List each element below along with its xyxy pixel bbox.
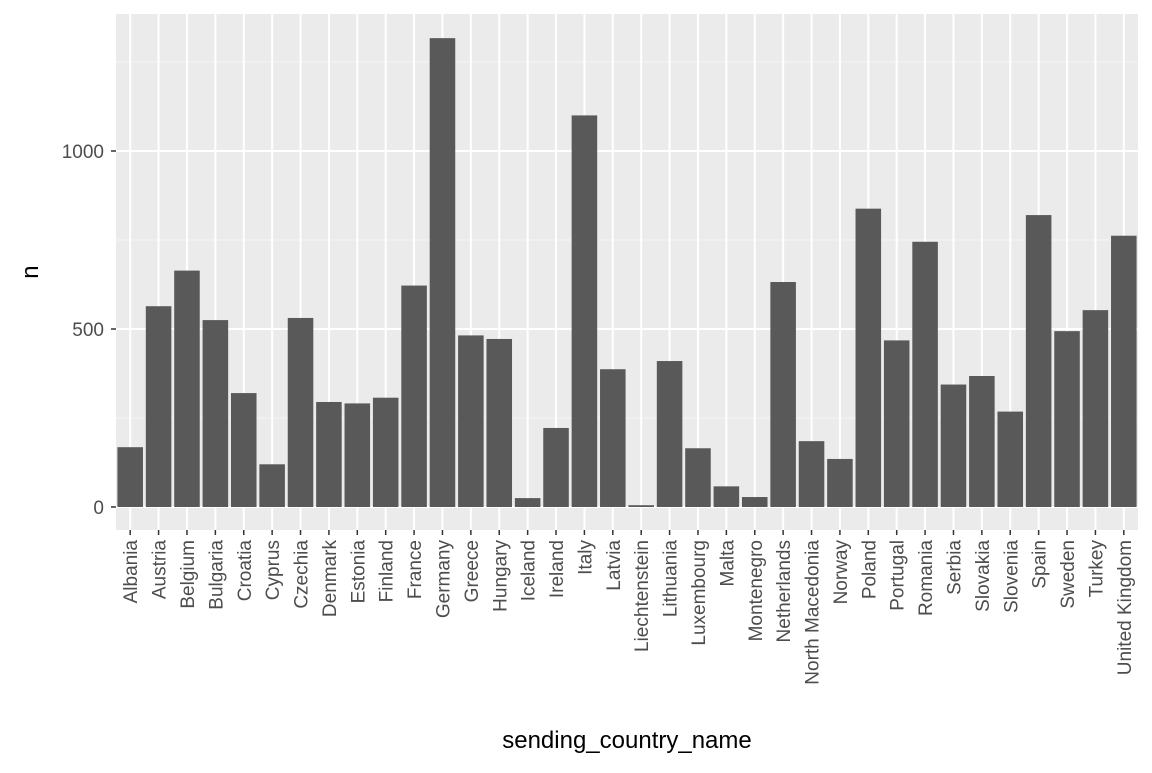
x-tick-label: Estonia xyxy=(348,540,369,604)
bar-romania xyxy=(912,241,938,507)
x-tick-label: Bulgaria xyxy=(206,540,227,610)
x-tick-label: Belgium xyxy=(178,540,199,609)
x-tick-label: Greece xyxy=(462,540,483,602)
bar-finland xyxy=(372,397,399,507)
x-axis: Albania Austria Belgium Bulgaria Croatia Cypr… xyxy=(121,530,1136,685)
x-tick-label: Portugal xyxy=(888,540,909,611)
bar-denmark xyxy=(316,401,342,507)
x-tick-label: Sweden xyxy=(1058,540,1079,609)
x-tick-label: Finland xyxy=(377,540,398,602)
bar-spain xyxy=(1025,215,1052,507)
x-tick-label: Liechtenstein xyxy=(632,540,653,652)
x-tick-label: Albania xyxy=(121,540,142,604)
bar-greece xyxy=(458,335,484,507)
x-tick-label: Czechia xyxy=(292,540,313,609)
x-tick-label: Denmark xyxy=(320,540,341,618)
bar-netherlands xyxy=(770,282,796,507)
bar-portugal xyxy=(883,340,910,507)
bar-slovenia xyxy=(997,411,1024,507)
x-tick-label: Slovenia xyxy=(1001,540,1022,613)
bar-luxembourg xyxy=(685,448,711,507)
x-tick-label: Norway xyxy=(831,540,852,605)
x-tick-label: Hungary xyxy=(490,540,511,612)
x-tick-label: Serbia xyxy=(944,540,965,595)
x-tick-label: Poland xyxy=(859,540,880,599)
bar-serbia xyxy=(940,384,967,507)
y-axis-title: n xyxy=(17,265,44,278)
bar-albania xyxy=(117,447,143,507)
bar-ireland xyxy=(543,427,569,507)
bar-bulgaria xyxy=(202,320,229,507)
x-axis-title: sending_country_name xyxy=(502,727,752,754)
bar-latvia xyxy=(600,369,626,507)
bar-croatia xyxy=(230,393,257,507)
bar-north-macedonia xyxy=(798,441,825,507)
x-tick-label: Slovakia xyxy=(973,540,994,612)
bar-hungary xyxy=(486,338,513,507)
bar-france xyxy=(401,285,427,507)
x-tick-label: Ireland xyxy=(547,540,568,598)
bar-cyprus xyxy=(259,464,285,507)
x-tick-label: Luxembourg xyxy=(689,540,710,646)
bar-norway xyxy=(827,458,853,507)
x-tick-label: United Kingdom xyxy=(1115,540,1136,675)
bar-turkey xyxy=(1082,310,1109,507)
bars xyxy=(117,38,1137,508)
plot-panel xyxy=(116,14,1138,530)
x-tick-label: Montenegro xyxy=(746,540,767,641)
bar-slovakia xyxy=(969,375,995,507)
bar-lithuania xyxy=(656,361,683,507)
x-tick-label: Germany xyxy=(433,540,454,619)
bar-montenegro xyxy=(741,497,768,507)
x-tick-label: Italy xyxy=(575,540,596,575)
x-tick-label: Croatia xyxy=(235,540,256,602)
y-tick-label: 0 xyxy=(93,498,104,519)
x-tick-label: Romania xyxy=(916,540,937,616)
bar-austria xyxy=(145,306,172,507)
x-tick-label: Latvia xyxy=(604,540,625,591)
x-tick-label: Netherlands xyxy=(774,540,795,642)
x-tick-label: Austria xyxy=(150,540,171,600)
bar-iceland xyxy=(514,498,541,507)
y-tick-label: 500 xyxy=(72,320,104,341)
x-tick-label: Lithuania xyxy=(661,540,682,618)
x-tick-label: Turkey xyxy=(1086,540,1107,598)
y-axis: 0 500 1000 xyxy=(62,142,116,519)
bar-estonia xyxy=(344,403,371,507)
x-tick-label: Iceland xyxy=(519,540,540,601)
x-tick-label: Spain xyxy=(1030,540,1051,589)
x-tick-label: Malta xyxy=(717,540,738,587)
x-tick-label: France xyxy=(405,540,426,599)
bar-italy xyxy=(571,115,598,508)
bar-malta xyxy=(713,486,740,507)
y-tick-label: 1000 xyxy=(62,142,104,163)
bar-czechia xyxy=(287,317,314,507)
bar-poland xyxy=(855,208,882,507)
bar-belgium xyxy=(174,270,200,507)
bar-united-kingdom xyxy=(1111,235,1137,507)
bar-sweden xyxy=(1054,331,1080,507)
x-tick-label: North Macedonia xyxy=(803,540,824,685)
bar-germany xyxy=(429,38,456,507)
bar-liechtenstein xyxy=(628,505,654,507)
x-tick-label: Cyprus xyxy=(263,540,284,600)
